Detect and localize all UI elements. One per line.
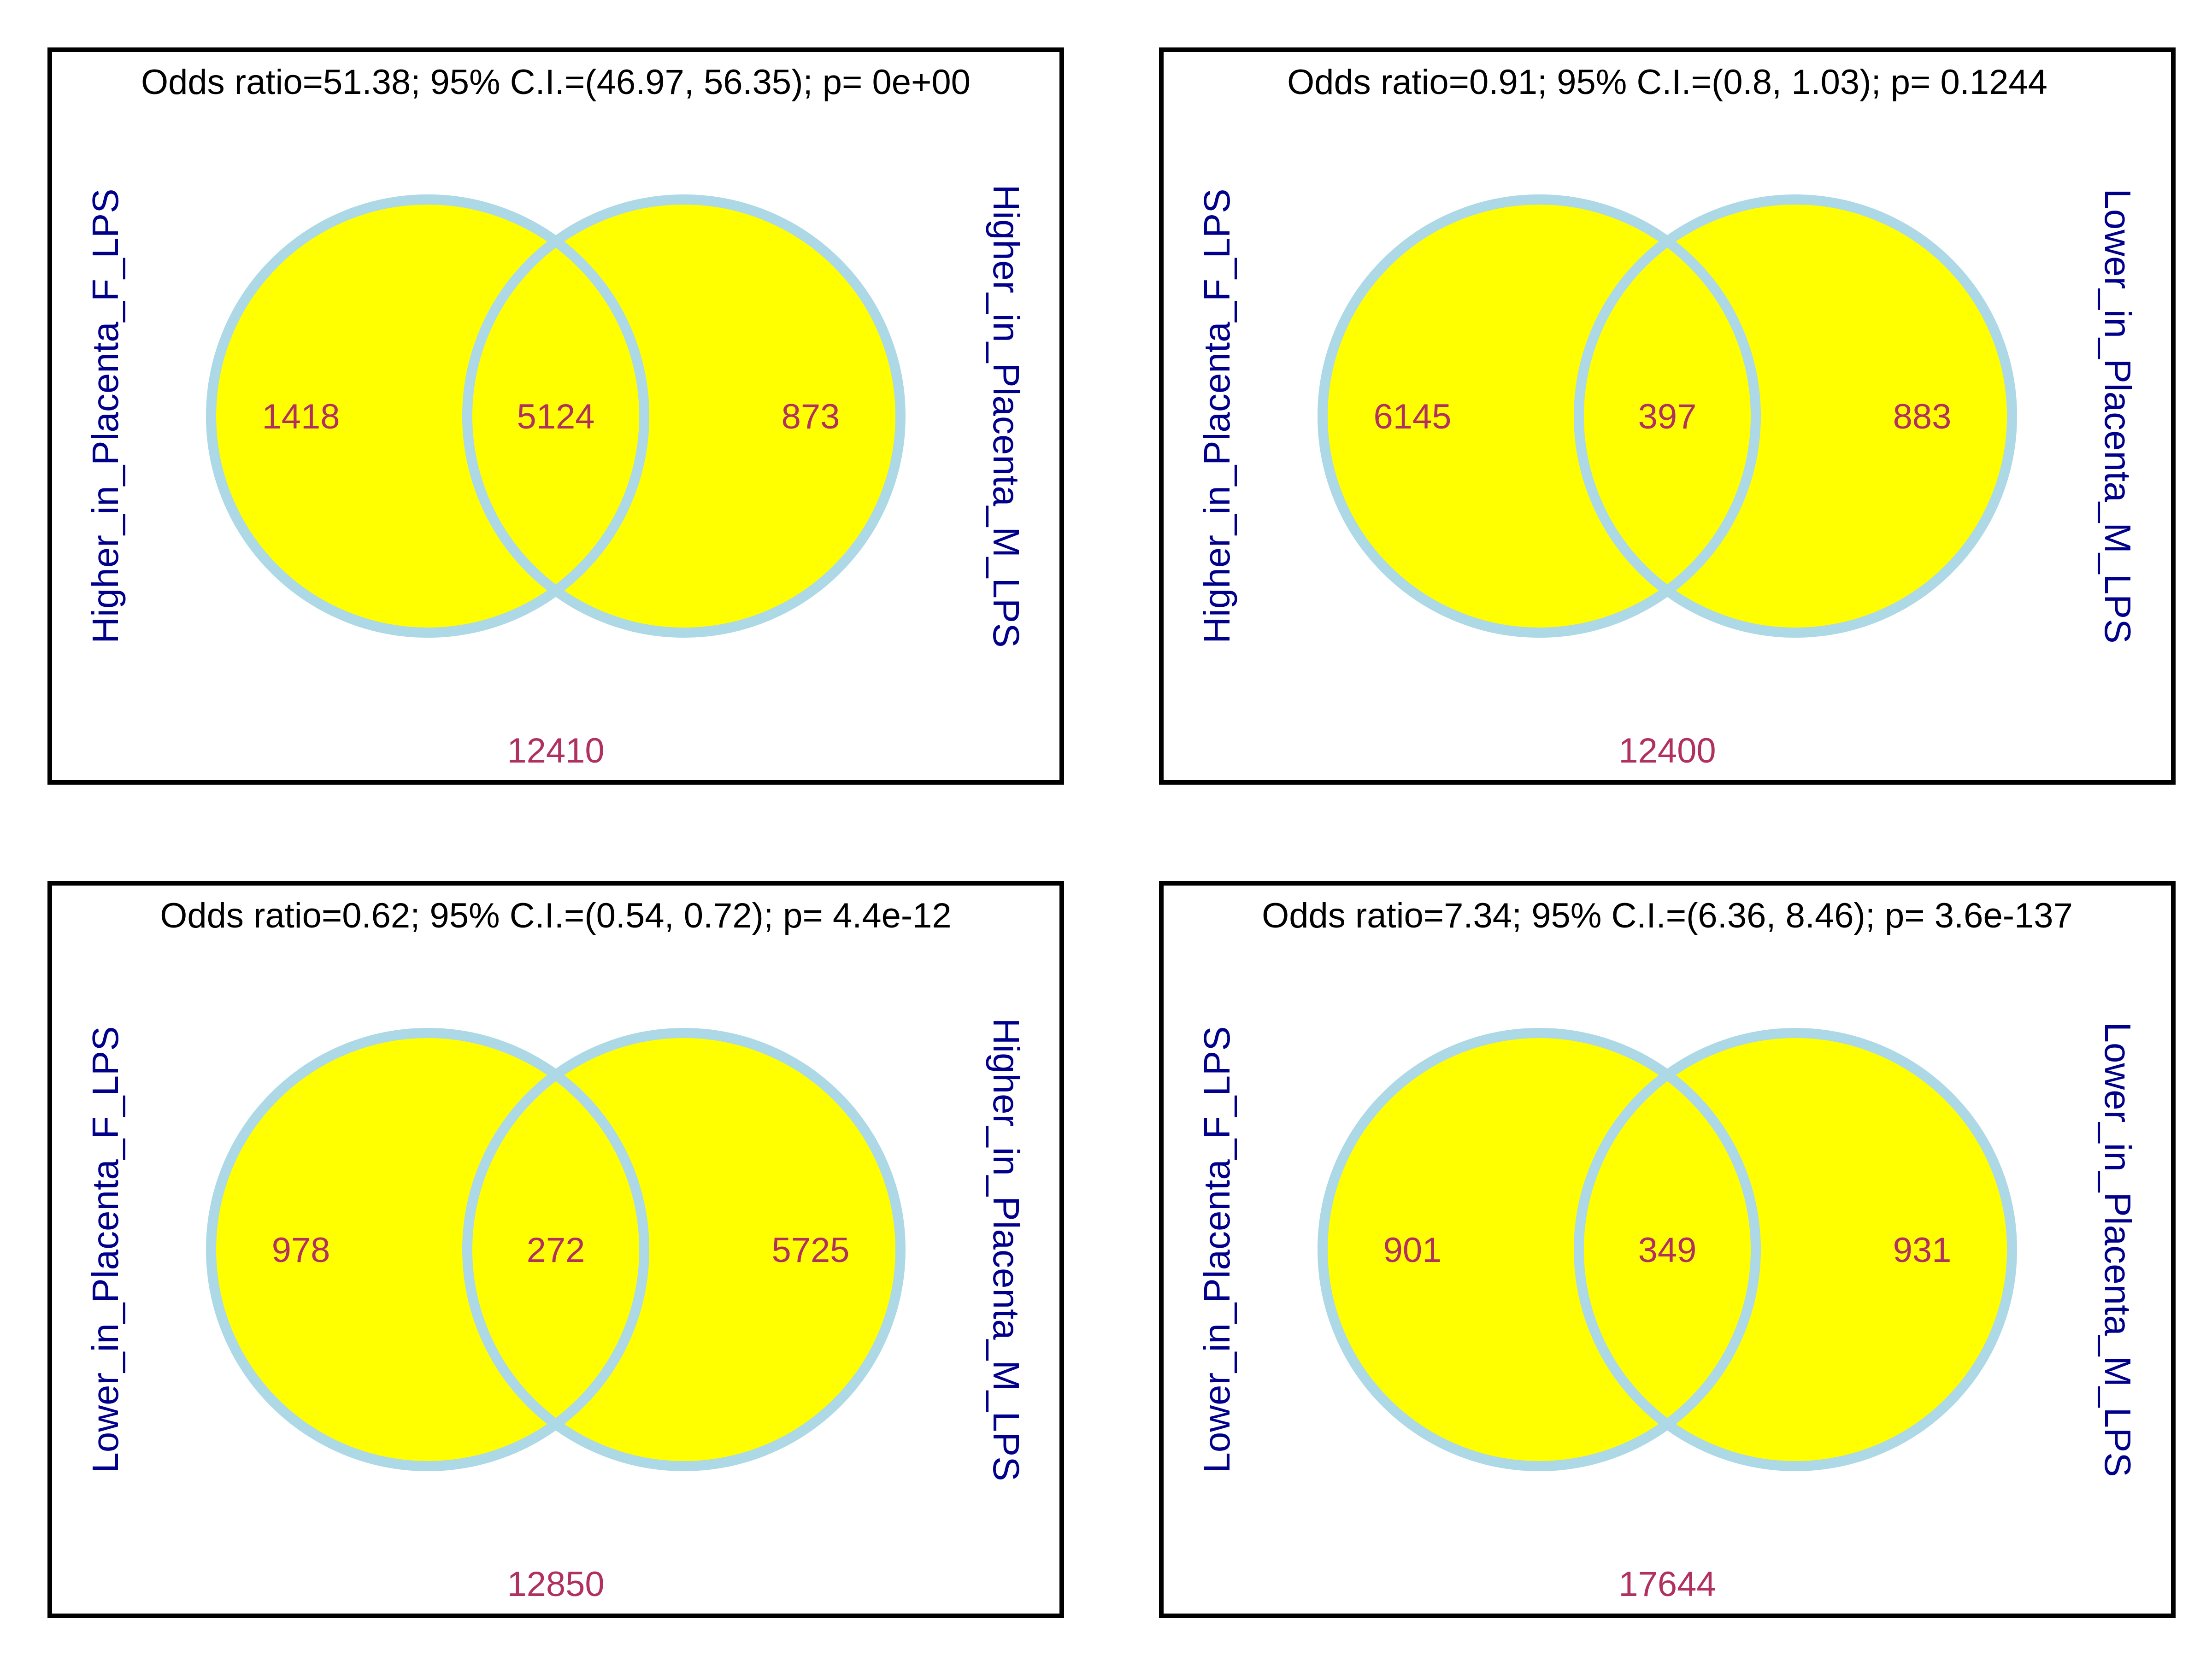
- right-set-circle: [1574, 1028, 2017, 1471]
- left-only-count: 1418: [262, 397, 340, 436]
- overlap-count: 397: [1638, 397, 1697, 436]
- right-set-label: Lower_in_Placenta_M_LPS: [2097, 1022, 2138, 1477]
- outside-count: 17644: [1618, 1565, 1716, 1604]
- venn-panel-1: Odds ratio=51.38; 95% C.I.=(46.97, 56.35…: [47, 47, 1064, 785]
- right-set-circle: [462, 1028, 906, 1471]
- overlap-count: 349: [1638, 1231, 1697, 1270]
- right-set-circle: [462, 194, 906, 638]
- right-only-count: 931: [1893, 1231, 1952, 1270]
- panel-title: Odds ratio=0.62; 95% C.I.=(0.54, 0.72); …: [160, 896, 951, 935]
- outside-count: 12400: [1618, 731, 1716, 770]
- venn-panel-3: Odds ratio=0.62; 95% C.I.=(0.54, 0.72); …: [47, 881, 1064, 1618]
- left-set-label: Lower_in_Placenta_F_LPS: [1196, 1026, 1237, 1473]
- left-set-label: Higher_in_Placenta_F_LPS: [1196, 188, 1237, 643]
- left-set-outline: [206, 1028, 649, 1471]
- right-set-label: Lower_in_Placenta_M_LPS: [2097, 188, 2138, 643]
- left-set-outline: [1318, 194, 1761, 638]
- right-set-circle: [1574, 194, 2017, 638]
- panel-title: Odds ratio=0.91; 95% C.I.=(0.8, 1.03); p…: [1287, 63, 2047, 102]
- right-set-label: Higher_in_Placenta_M_LPS: [986, 1018, 1027, 1481]
- right-only-count: 5725: [771, 1231, 849, 1270]
- left-only-count: 6145: [1373, 397, 1451, 436]
- overlap-count: 272: [527, 1231, 585, 1270]
- left-set-label: Lower_in_Placenta_F_LPS: [85, 1026, 126, 1473]
- left-set-label: Higher_in_Placenta_F_LPS: [85, 188, 126, 643]
- right-only-count: 883: [1893, 397, 1952, 436]
- left-only-count: 901: [1383, 1231, 1442, 1270]
- right-only-count: 873: [782, 397, 840, 436]
- left-only-count: 978: [272, 1231, 330, 1270]
- panel-title: Odds ratio=7.34; 95% C.I.=(6.36, 8.46); …: [1262, 896, 2073, 935]
- outside-count: 12850: [507, 1565, 604, 1604]
- left-set-outline: [1318, 1028, 1761, 1471]
- panel-title: Odds ratio=51.38; 95% C.I.=(46.97, 56.35…: [141, 63, 971, 102]
- outside-count: 12410: [507, 731, 604, 770]
- left-set-outline: [206, 194, 649, 638]
- venn-panel-2: Odds ratio=0.91; 95% C.I.=(0.8, 1.03); p…: [1159, 47, 2176, 785]
- right-set-label: Higher_in_Placenta_M_LPS: [986, 184, 1027, 647]
- overlap-count: 5124: [517, 397, 594, 436]
- venn-panel-4: Odds ratio=7.34; 95% C.I.=(6.36, 8.46); …: [1159, 881, 2176, 1618]
